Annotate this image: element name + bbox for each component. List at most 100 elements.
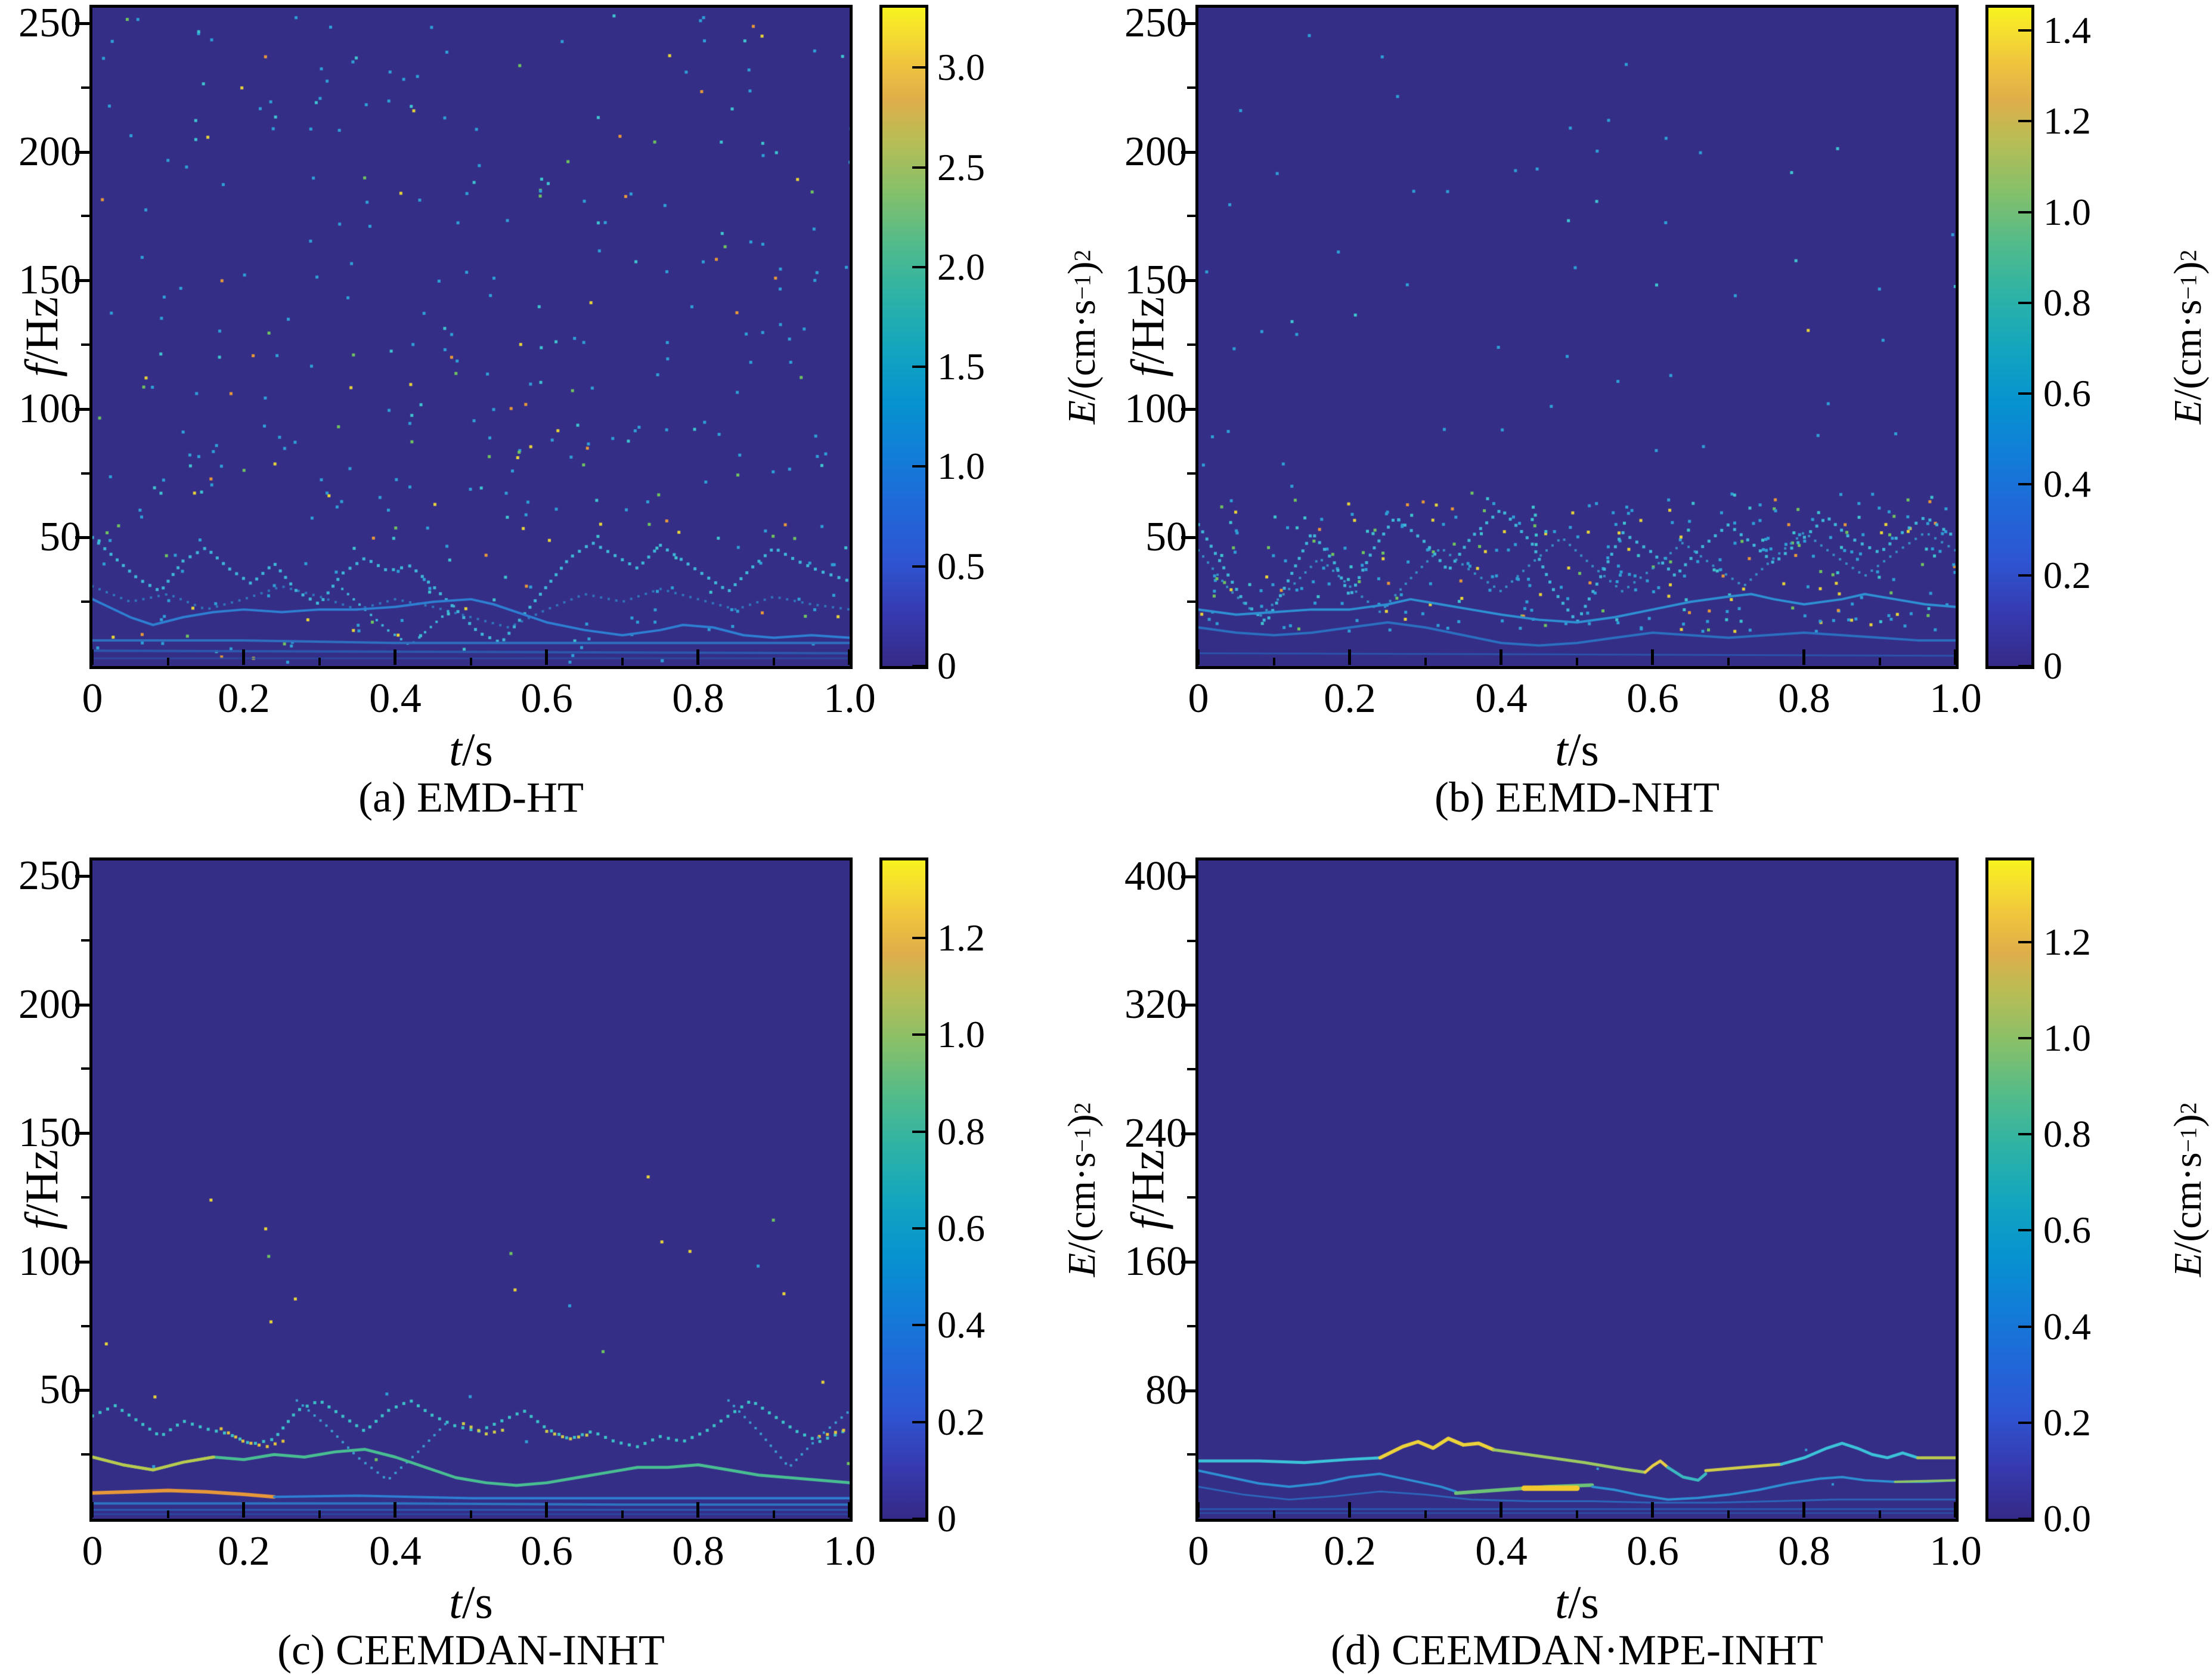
colorbar-tick-label: 0: [2043, 645, 2062, 687]
colorbar-tick-label: 0: [937, 1497, 956, 1540]
colorbar-c: [879, 857, 928, 1522]
y-tick-label: 200: [1124, 128, 1187, 175]
colorbar-tick: [2018, 1133, 2031, 1136]
colorbar-a: [879, 5, 928, 669]
y-tick-label: 50: [39, 1367, 81, 1413]
y-axis-label-unit: /Hz: [1122, 296, 1173, 364]
y-tick: [75, 1132, 91, 1135]
colorbar-tick-label: 3.0: [937, 46, 985, 89]
colorbar-tick-label: 1.2: [937, 916, 985, 959]
colorbar-tick-label: 2.0: [937, 245, 985, 288]
y-minor-tick: [81, 1067, 89, 1070]
x-tick: [1802, 1502, 1805, 1518]
x-tick-label: 1.0: [1929, 676, 1982, 722]
caption-d: (d) CEEMDAN·MPE-INHT: [1331, 1626, 1823, 1674]
colorbar-tick-label: 1.4: [2043, 9, 2091, 52]
colorbar-tick-label: 0.8: [937, 1110, 985, 1153]
x-tick-label: 0: [82, 676, 103, 722]
colorbar-tick: [2018, 574, 2031, 577]
x-tick: [1500, 1502, 1502, 1518]
y-tick: [75, 279, 91, 283]
colorbar-tick-label: 0.2: [2043, 553, 2091, 596]
x-tick-label: 0.8: [1778, 1528, 1830, 1574]
x-tick: [1954, 649, 1957, 665]
x-tick-label: 0: [1188, 1528, 1209, 1574]
y-tick: [75, 1003, 91, 1007]
x-tick-label: 0.6: [1627, 676, 1679, 722]
y-tick-label: 50: [1145, 514, 1187, 561]
x-tick: [91, 649, 94, 665]
y-axis-label-symbol: f: [16, 364, 67, 377]
y-tick: [75, 874, 91, 878]
colorbar-tick: [912, 1324, 925, 1327]
x-tick-label: 0.2: [1324, 676, 1376, 722]
y-tick-label: 150: [18, 257, 81, 304]
x-tick-label: 0.8: [672, 676, 724, 722]
colorbar-tick: [912, 1130, 925, 1133]
y-tick-label: 200: [18, 981, 81, 1027]
colorbar-tick-label: 0.2: [2043, 1401, 2091, 1444]
x-tick: [848, 1502, 851, 1518]
colorbar-tick: [912, 465, 925, 468]
x-tick: [1651, 649, 1654, 665]
x-minor-tick: [1576, 658, 1578, 665]
colorbar-tick-label: 1.2: [2043, 920, 2091, 963]
y-tick-label: 320: [1124, 982, 1187, 1028]
x-tick-label: 0.4: [1475, 676, 1528, 722]
panel-a: f/Hz t/s (a) EMD-HT E/(cm·s −1) 2 50 100 150…: [0, 0, 1106, 825]
y-tick-label: 250: [1124, 0, 1187, 46]
x-minor-tick: [318, 658, 321, 665]
x-tick: [696, 649, 699, 665]
x-tick: [545, 649, 548, 665]
colorbar-tick: [912, 1420, 925, 1423]
x-minor-tick: [1879, 1510, 1881, 1518]
x-axis-label-symbol: t: [449, 1576, 462, 1628]
y-tick-label: 160: [1124, 1239, 1187, 1285]
y-tick-label: 100: [18, 385, 81, 432]
x-axis-label-symbol: t: [449, 723, 462, 775]
colorbar-b: [1985, 5, 2034, 669]
x-tick-label: 0: [1188, 676, 1209, 722]
y-tick-label: 100: [18, 1238, 81, 1284]
colorbar-tick: [912, 66, 925, 69]
x-axis-label: t/s: [411, 723, 531, 776]
colorbar-tick-label: 0.0: [2043, 1497, 2091, 1540]
y-axis-label-symbol: f: [1122, 1216, 1173, 1230]
colorbar-tick-label: 1.0: [937, 1013, 985, 1056]
x-tick: [1197, 1502, 1200, 1518]
y-tick: [1181, 875, 1197, 878]
panel-d: f/Hz t/s (d) CEEMDAN·MPE-INHT E/(cm·s −1)…: [1106, 853, 2212, 1678]
x-tick-label: 0.2: [218, 676, 270, 722]
y-minor-tick: [81, 86, 89, 89]
y-minor-tick: [81, 1196, 89, 1199]
x-tick-label: 0.8: [1778, 676, 1830, 722]
colorbar-tick: [912, 166, 925, 169]
y-tick: [75, 150, 91, 154]
x-tick: [242, 1502, 245, 1518]
x-minor-tick: [621, 658, 624, 665]
x-minor-tick: [1424, 658, 1427, 665]
colorbar-tick: [912, 1227, 925, 1230]
colorbar-label-d: E/(cm·s −1) 2: [2166, 1102, 2210, 1277]
y-tick-label: 250: [18, 852, 81, 899]
y-tick: [75, 21, 91, 25]
y-minor-tick: [1187, 1324, 1195, 1327]
colorbar-tick: [2018, 301, 2031, 304]
x-minor-tick: [773, 1510, 775, 1518]
x-tick-label: 1.0: [823, 676, 876, 722]
x-minor-tick: [1727, 658, 1730, 665]
plot-area-a: [89, 5, 853, 669]
colorbar-tick-label: 0: [937, 645, 956, 687]
y-minor-tick: [1187, 86, 1195, 89]
x-tick-label: 0.2: [218, 1528, 270, 1574]
colorbar-label-c: E/(cm·s −1) 2: [1060, 1102, 1104, 1277]
y-minor-tick: [1187, 1068, 1195, 1071]
y-tick: [1181, 1261, 1197, 1264]
x-tick: [394, 1502, 396, 1518]
x-tick-label: 0.8: [672, 1528, 724, 1574]
y-tick: [1181, 150, 1197, 154]
x-tick-label: 1.0: [823, 1528, 876, 1574]
y-tick-label: 100: [1124, 385, 1187, 432]
colorbar-tick: [2018, 940, 2031, 943]
colorbar-tick-label: 0.6: [937, 1206, 985, 1249]
